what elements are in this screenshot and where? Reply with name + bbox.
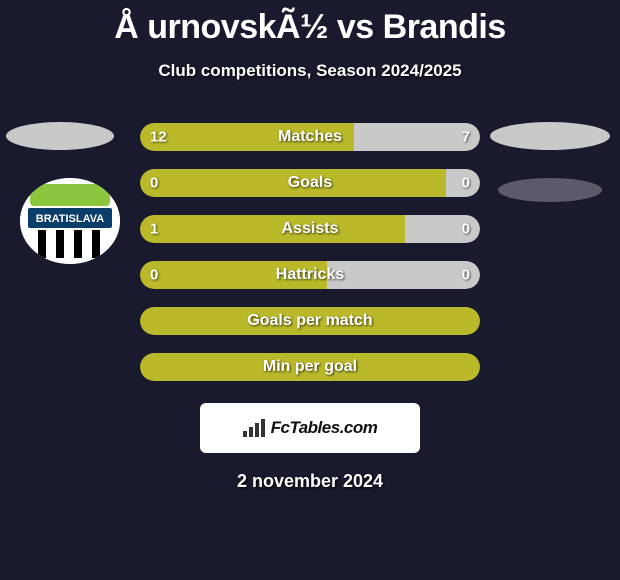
stat-bar: Goals per match bbox=[140, 307, 480, 335]
page-title: Å urnovskÃ½ vs Brandis bbox=[0, 0, 620, 47]
source-badge-text: FcTables.com bbox=[271, 418, 378, 438]
svg-text:BRATISLAVA: BRATISLAVA bbox=[36, 213, 104, 225]
stat-bar-label: Goals bbox=[288, 174, 332, 192]
stat-bar: Matches 12 7 bbox=[140, 123, 480, 151]
stat-bar-segment-right: 0 bbox=[405, 215, 480, 243]
stat-bar-segment-right: 0 bbox=[327, 261, 480, 289]
stat-bar-value-left: 0 bbox=[150, 267, 158, 284]
comparison-bars: Matches127Goals00Assists10Hattricks00Goa… bbox=[140, 123, 480, 381]
stat-bar-value-right: 7 bbox=[462, 129, 470, 146]
stat-bar-segment-right: 7 bbox=[354, 123, 480, 151]
stat-bar-label: Min per goal bbox=[263, 358, 357, 376]
stat-bar: Hattricks 0 0 bbox=[140, 261, 480, 289]
stat-bar-segment-left: 1 bbox=[140, 215, 405, 243]
club-logo: BRATISLAVA bbox=[20, 178, 120, 264]
club-logo-svg: BRATISLAVA bbox=[20, 178, 120, 264]
stat-bar-value-left: 1 bbox=[150, 221, 158, 238]
stat-bar: Min per goal bbox=[140, 353, 480, 381]
source-badge: FcTables.com bbox=[200, 403, 420, 453]
decorative-ellipse-top-right bbox=[490, 122, 610, 150]
stat-bar-segment-right: 0 bbox=[446, 169, 480, 197]
subtitle: Club competitions, Season 2024/2025 bbox=[0, 61, 620, 81]
date-label: 2 november 2024 bbox=[0, 471, 620, 492]
stat-bar-label: Hattricks bbox=[276, 266, 344, 284]
stat-bar-label: Assists bbox=[282, 220, 339, 238]
stat-bar-value-left: 0 bbox=[150, 175, 158, 192]
stat-bar: Goals 0 0 bbox=[140, 169, 480, 197]
stat-bar-value-right: 0 bbox=[462, 221, 470, 238]
stat-bar: Assists 1 0 bbox=[140, 215, 480, 243]
fctables-icon bbox=[243, 419, 265, 437]
stat-bar-label: Matches bbox=[278, 128, 342, 146]
stat-bar-value-right: 0 bbox=[462, 267, 470, 284]
stat-bar-value-right: 0 bbox=[462, 175, 470, 192]
stat-bar-label: Goals per match bbox=[247, 312, 372, 330]
stat-bar-value-left: 12 bbox=[150, 129, 167, 146]
decorative-ellipse-top-left bbox=[6, 122, 114, 150]
decorative-ellipse-mid-right bbox=[498, 178, 602, 202]
